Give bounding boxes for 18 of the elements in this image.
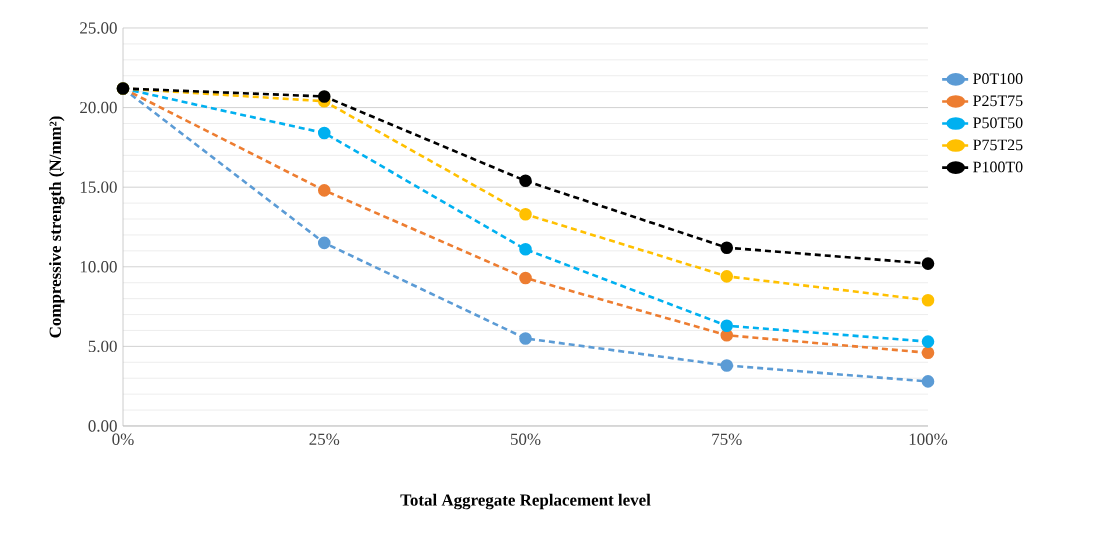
x-tick-label: 100% xyxy=(909,433,948,445)
legend-label: P25T75 xyxy=(973,95,1023,107)
x-tick-label: 75% xyxy=(712,433,742,445)
x-tick-label: 50% xyxy=(510,433,541,445)
legend-label: P50T50 xyxy=(973,117,1023,129)
y-tick-label: 10.00 xyxy=(80,261,117,273)
y-axis-title: Compressive strength (N/mm²) xyxy=(49,116,65,338)
y-tick-label: 0.00 xyxy=(88,420,117,432)
y-tick-label: 5.00 xyxy=(88,340,117,353)
legend-label: P75T25 xyxy=(973,139,1023,151)
y-tick-label: 25.00 xyxy=(80,22,117,34)
legend-label: P100T0 xyxy=(973,161,1023,173)
x-axis-title: Total Aggregate Replacement level xyxy=(400,493,651,510)
x-tick-label: 0% xyxy=(112,433,134,445)
y-tick-label: 20.00 xyxy=(80,101,117,114)
y-tick-label: 15.00 xyxy=(80,181,117,193)
legend-label: P0T100 xyxy=(973,73,1023,85)
x-tick-label: 25% xyxy=(309,433,340,445)
